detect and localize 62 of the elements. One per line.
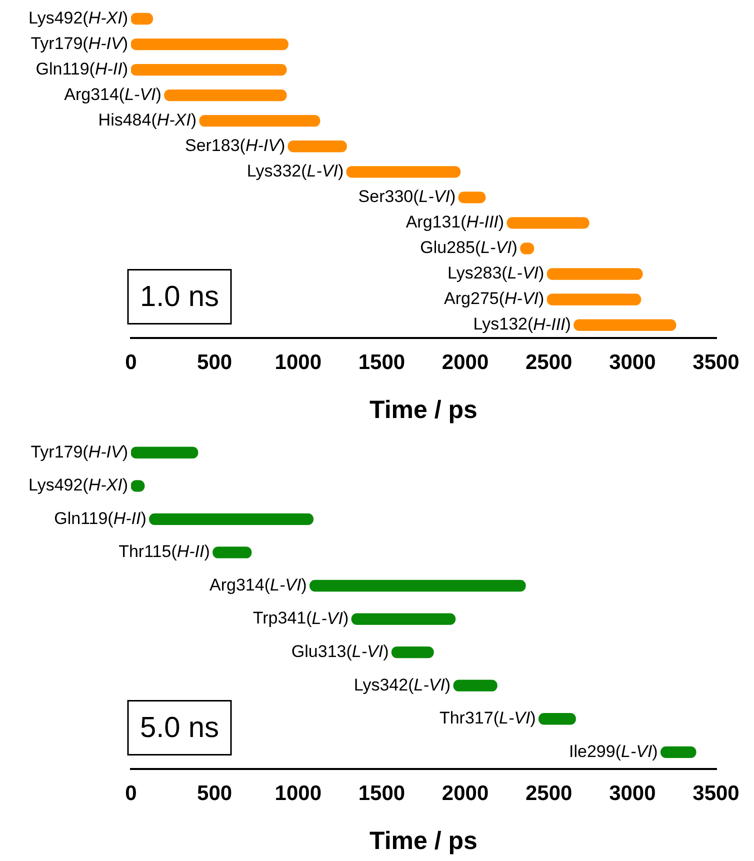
- x-tick-label: 2000: [442, 351, 489, 374]
- bar: [538, 713, 576, 725]
- y-tick-label: Gln119(H-II): [36, 59, 128, 79]
- x-tick-label: 2500: [526, 782, 572, 806]
- x-tick-label: 1000: [274, 782, 322, 806]
- y-tick-label: Ser183(H-IV): [184, 136, 286, 156]
- bar: [131, 38, 288, 50]
- y-tick-label: Glu285(L-VI): [420, 238, 518, 258]
- y-tick-label: Lys283(L-VI): [448, 264, 544, 283]
- x-tick-label: 0: [125, 782, 137, 806]
- bar: [212, 546, 252, 558]
- bar: [351, 613, 456, 625]
- x-tick-label: 1000: [274, 351, 322, 374]
- y-tick-label: Ile299(L-VI): [569, 742, 658, 761]
- y-tick-label: Ser330(L-VI): [358, 187, 456, 206]
- x-tick-label: 3000: [609, 782, 656, 806]
- bar: [288, 140, 347, 152]
- y-tick-label: Lys492(H-XI): [28, 476, 128, 495]
- y-tick-label: Tyr179(H-IV): [30, 34, 128, 54]
- bar: [310, 580, 526, 592]
- y-tick-label: His484(H-XI): [98, 110, 197, 130]
- bar: [199, 115, 320, 127]
- y-tick-label: Lys132(H-III): [473, 314, 571, 334]
- y-tick-label: Arg314(L-VI): [64, 85, 162, 104]
- bar: [660, 746, 696, 758]
- bar: [164, 90, 287, 102]
- x-tick-label: 0: [125, 351, 137, 374]
- bar: [506, 217, 590, 229]
- y-tick-label: Tyr179(H-IV): [30, 442, 128, 462]
- x-axis-title: Time / ps: [370, 826, 478, 855]
- y-tick-label: Lys492(H-XI): [28, 8, 128, 28]
- y-tick-label: Glu313(L-VI): [291, 642, 389, 662]
- y-tick-label: Lys342(L-VI): [354, 675, 451, 694]
- annotation: 1.0 ns: [140, 280, 219, 313]
- y-tick-label: Lys332(L-VI): [246, 162, 344, 181]
- x-axis-title: Time / ps: [370, 396, 478, 424]
- bar: [391, 646, 434, 658]
- bar: [574, 319, 676, 331]
- x-tick-label: 500: [197, 782, 232, 806]
- bar: [346, 166, 461, 178]
- y-tick-label: Thr115(H-II): [118, 542, 210, 562]
- bar: [453, 680, 498, 692]
- x-tick-label: 2500: [526, 351, 572, 374]
- bar: [131, 446, 198, 458]
- x-tick-label: 2000: [442, 782, 489, 806]
- bar: [546, 268, 643, 280]
- bar: [149, 513, 314, 526]
- y-tick-label: Arg314(L-VI): [210, 575, 307, 594]
- bar: [546, 294, 642, 306]
- y-tick-label: Trp341(L-VI): [252, 608, 349, 628]
- x-tick-label: 3000: [609, 351, 656, 374]
- x-tick-label: 3500: [692, 782, 740, 806]
- x-tick-label: 3500: [692, 351, 740, 374]
- x-tick-label: 1500: [358, 351, 406, 374]
- y-tick-label: Arg131(H-III): [406, 212, 504, 232]
- bar: [131, 64, 287, 76]
- x-tick-label: 500: [197, 351, 232, 374]
- y-tick-label: Arg275(H-VI): [444, 289, 544, 308]
- x-tick-label: 1500: [358, 782, 406, 806]
- annotation: 5.0 ns: [140, 712, 219, 744]
- y-tick-label: Gln119(H-II): [54, 508, 146, 528]
- y-tick-label: Thr317(L-VI): [439, 708, 536, 728]
